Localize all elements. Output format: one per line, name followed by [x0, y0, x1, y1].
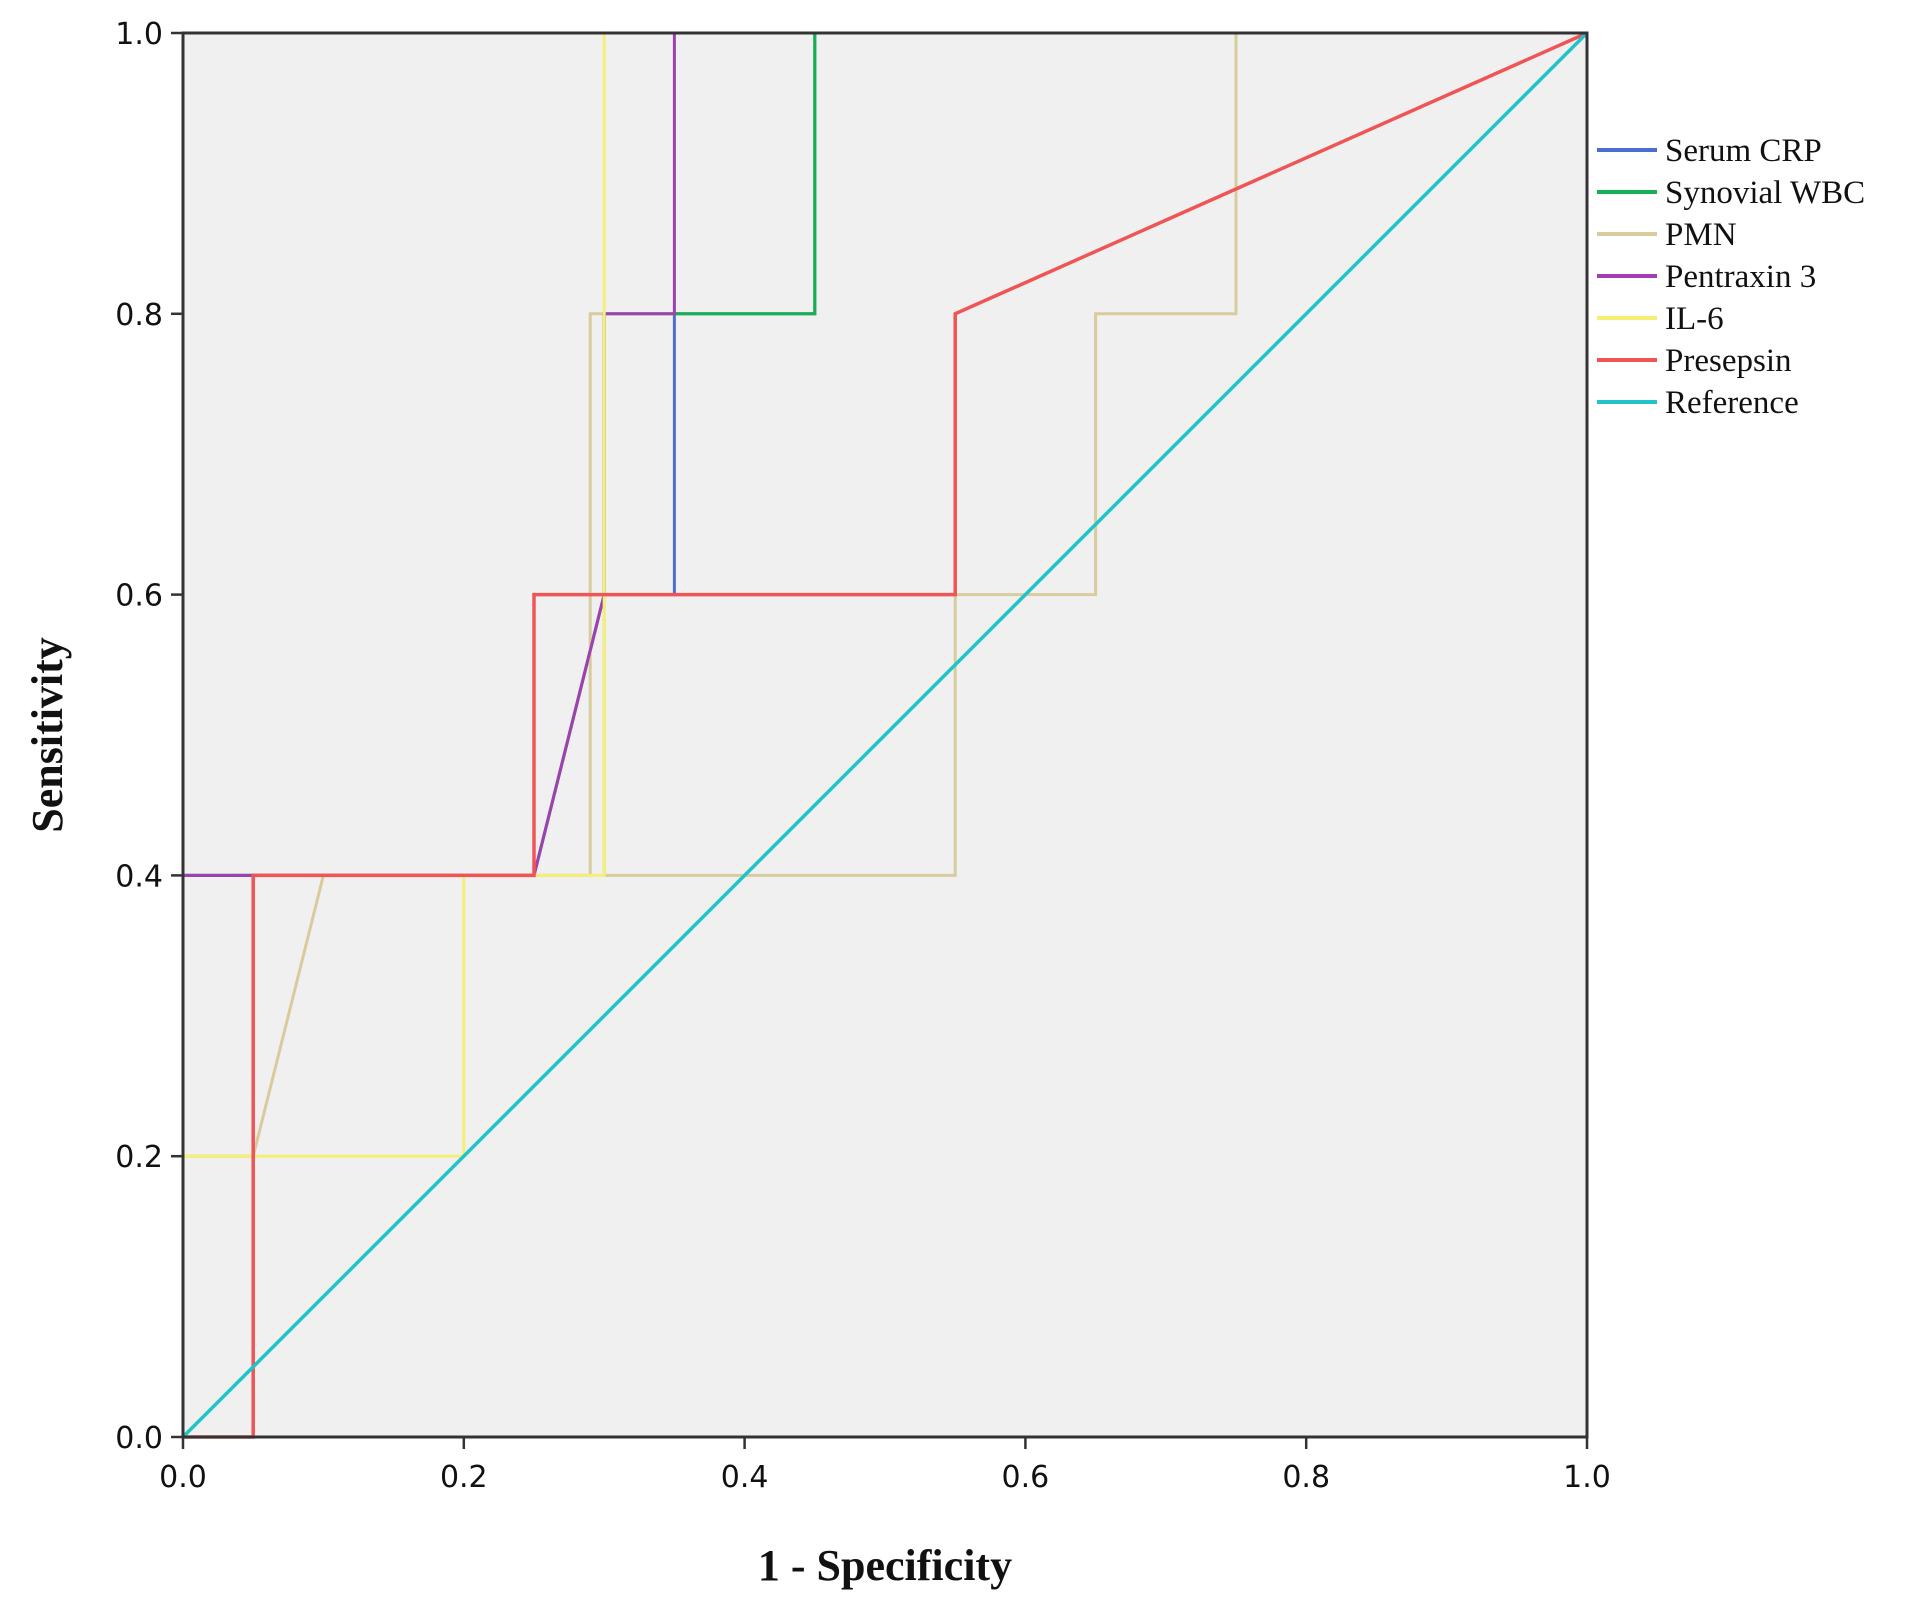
x-tick-label: 0.6	[1002, 1460, 1050, 1495]
x-axis-ticks: 0.0 0.2 0.4 0.6 0.8 1.0	[159, 1437, 1611, 1495]
series-line-reference	[181, 31, 1589, 1439]
x-tick-label: 0.8	[1282, 1460, 1330, 1495]
x-tick-label: 0.4	[721, 1460, 769, 1495]
y-axis-title: Sensitivity	[23, 637, 72, 833]
legend: Serum CRP Synovial WBC PMN Pentraxin 3 IL-6 P…	[1597, 133, 1865, 421]
legend-label: Synovial WBC	[1665, 175, 1865, 211]
plot-frame	[181, 31, 1589, 1439]
legend-label: Serum CRP	[1665, 133, 1822, 169]
y-tick-label: 1.0	[115, 17, 163, 52]
legend-label: Reference	[1665, 385, 1799, 421]
y-tick-label: 0.0	[115, 1421, 163, 1456]
legend-label: Presepsin	[1665, 343, 1792, 379]
x-tick-label: 1.0	[1563, 1460, 1611, 1495]
series-layer	[181, 31, 1589, 1439]
legend-label: IL-6	[1665, 301, 1724, 337]
y-tick-label: 0.2	[115, 1140, 163, 1175]
x-tick-label: 0.0	[159, 1460, 207, 1495]
y-tick-label: 0.6	[115, 579, 163, 614]
x-axis-title: 1 - Specificity	[758, 1541, 1012, 1590]
legend-label: PMN	[1665, 217, 1737, 253]
series-line-presepsin	[183, 31, 1588, 1439]
legend-label: Pentraxin 3	[1665, 259, 1816, 295]
y-tick-label: 0.4	[115, 859, 163, 894]
y-tick-label: 0.8	[115, 298, 163, 333]
y-axis-ticks: 0.0 0.2 0.4 0.6 0.8 1.0	[115, 17, 183, 1456]
x-tick-label: 0.2	[440, 1460, 488, 1495]
